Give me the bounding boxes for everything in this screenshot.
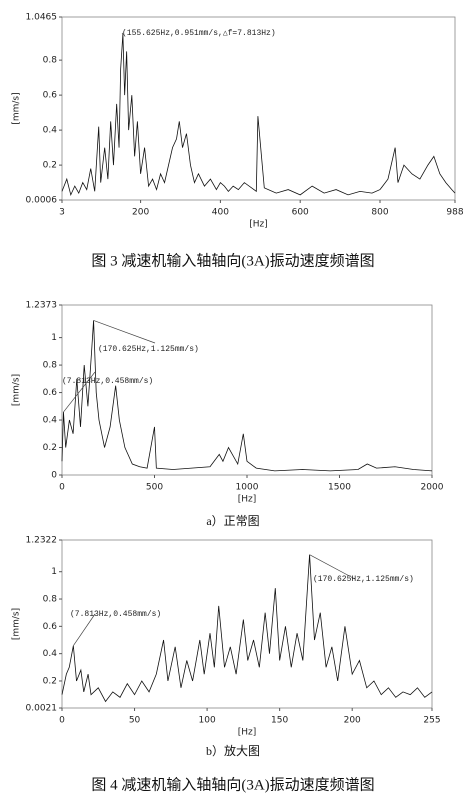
y-tick-label: 0.6: [43, 388, 58, 398]
y-tick-label: 0.4: [43, 416, 58, 426]
annotation-leader: [73, 613, 96, 646]
x-tick-label: 600: [292, 208, 309, 218]
y-tick-label: 1.2322: [26, 536, 58, 546]
x-tick-label: 400: [212, 208, 229, 218]
x-tick-label: 50: [129, 716, 141, 726]
x-axis-label: [Hz]: [238, 728, 257, 738]
figure-caption: 图 3 减速机输入轴轴向(3A)振动速度频谱图: [91, 252, 374, 269]
y-axis-label: [mm/s]: [12, 608, 22, 640]
sub-caption: a）正常图: [206, 514, 259, 528]
x-tick-label: 500: [146, 483, 163, 493]
y-tick-label: 0.4: [43, 649, 58, 659]
x-tick-label: 0: [59, 716, 65, 726]
x-axis-label: [Hz]: [238, 495, 257, 505]
plot-frame: [61, 304, 433, 476]
y-tick-label: 1: [51, 333, 57, 343]
x-tick-label: 150: [271, 716, 288, 726]
x-tick-label: 1000: [236, 483, 259, 493]
y-axis-label: [mm/s]: [12, 92, 22, 124]
annotation-leader: [121, 32, 124, 34]
x-tick-label: 988: [446, 208, 463, 218]
sub-caption: b）放大图: [206, 743, 260, 758]
annotation: (7.813Hz,0.458mm/s): [62, 377, 153, 386]
x-tick-label: 0: [59, 483, 65, 493]
y-tick-label: 0.6: [43, 622, 58, 632]
plot-frame: [61, 539, 433, 709]
y-tick-label: 0.0021: [26, 704, 58, 714]
x-tick-label: 200: [344, 716, 361, 726]
y-tick-label: 1.0465: [26, 13, 58, 23]
plot-frame: [61, 16, 456, 201]
y-axis-label: [mm/s]: [12, 374, 22, 406]
x-tick-label: 3: [59, 208, 65, 218]
annotation: (155.625Hz,0.951mm/s,△f=7.813Hz): [122, 29, 276, 38]
figure-caption: 图 4 减速机输入轴轴向(3A)振动速度频谱图: [91, 776, 374, 793]
annotation-leader: [309, 554, 356, 580]
y-tick-label: 1: [51, 567, 57, 577]
y-tick-label: 0.4: [43, 126, 58, 136]
y-tick-label: 0.8: [43, 56, 58, 66]
x-tick-label: 800: [371, 208, 388, 218]
annotation: (7.813Hz,0.458mm/s): [70, 610, 161, 619]
y-tick-label: 1.2373: [26, 301, 58, 311]
y-tick-label: 0.8: [43, 361, 58, 371]
annotation: (170.625Hz,1.125mm/s): [98, 345, 199, 354]
y-tick-label: 0.8: [43, 595, 58, 605]
spectrum-line: [61, 33, 456, 197]
y-tick-label: 0.6: [43, 91, 58, 101]
x-tick-label: 255: [423, 716, 440, 726]
x-axis-label: [Hz]: [249, 220, 268, 230]
y-tick-label: 0.2: [43, 676, 57, 686]
x-tick-label: 200: [132, 208, 149, 218]
annotation-leader: [63, 371, 96, 413]
y-tick-label: 0.2: [43, 443, 57, 453]
annotation-leader: [93, 320, 156, 344]
spectrum-line: [61, 320, 433, 472]
y-tick-label: 0: [51, 471, 57, 481]
spectrum-line: [61, 554, 433, 703]
y-tick-label: 0.2: [43, 161, 57, 171]
y-tick-label: 0.0006: [26, 196, 58, 206]
annotation: (170.625Hz,1.125mm/s): [313, 575, 414, 584]
x-tick-label: 1500: [328, 483, 351, 493]
x-tick-label: 2000: [421, 483, 444, 493]
x-tick-label: 100: [199, 716, 216, 726]
